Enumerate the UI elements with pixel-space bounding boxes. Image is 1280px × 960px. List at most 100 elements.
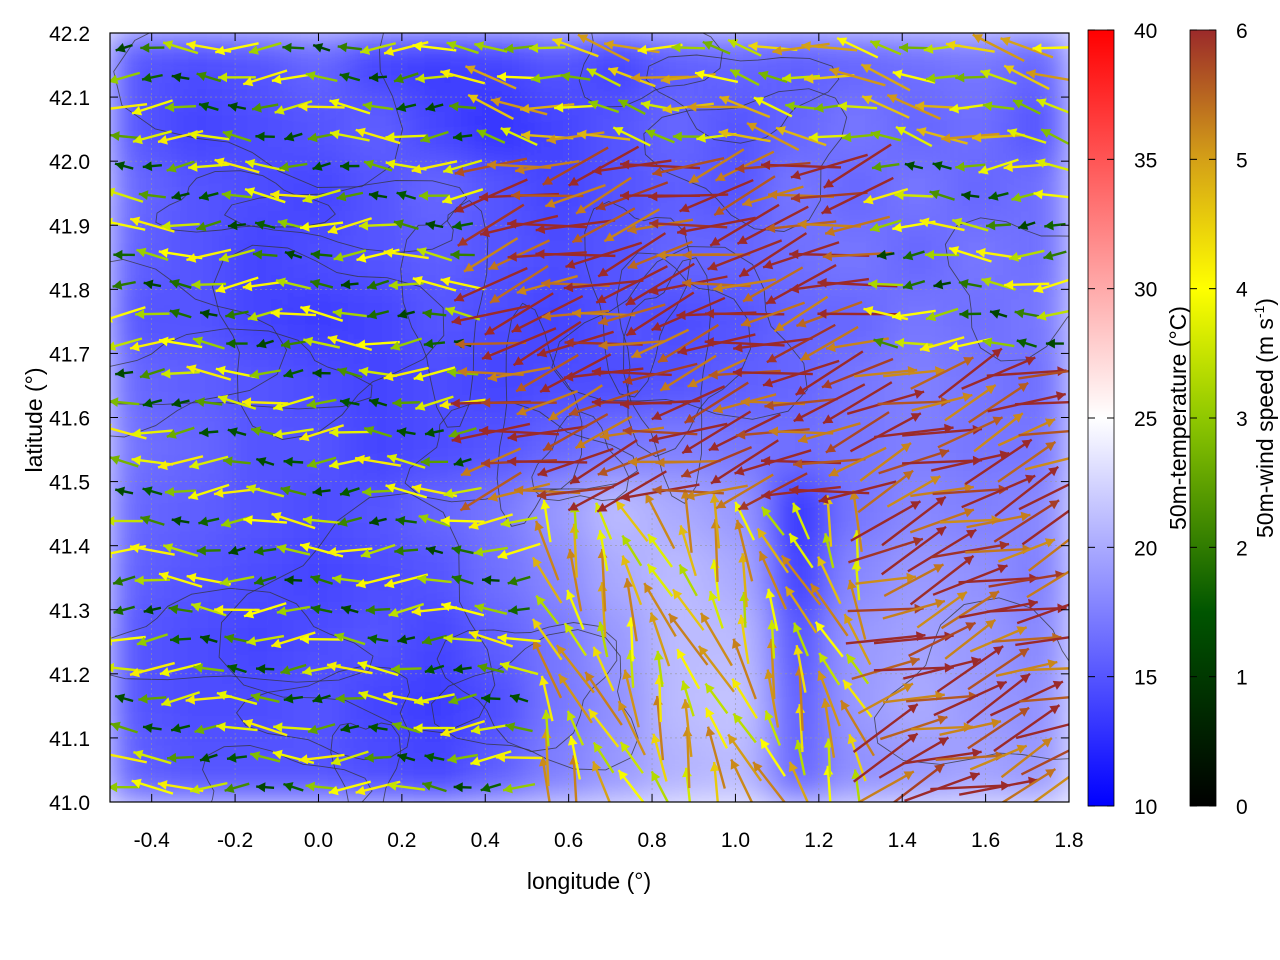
- wind-arrow: [310, 574, 333, 585]
- wind-arrow-head: [644, 583, 654, 594]
- wind-arrow-head: [1026, 69, 1036, 79]
- wind-arrow: [760, 506, 785, 536]
- wind-arrow-head: [981, 277, 992, 287]
- wind-arrow-head: [298, 101, 308, 112]
- wind-arrow-head: [719, 95, 730, 105]
- wind-arrow: [162, 40, 199, 55]
- wind-arrow-head: [608, 67, 619, 77]
- wind-arrow-head: [585, 671, 595, 683]
- wind-arrow-head: [933, 279, 944, 290]
- wind-arrow: [694, 69, 739, 84]
- wind-arrow: [710, 761, 720, 802]
- wind-arrow-head: [538, 756, 549, 767]
- wind-arrow-head: [273, 429, 283, 439]
- wind-arrow-head: [991, 718, 1001, 729]
- wind-arrow-head: [588, 709, 599, 720]
- wind-arrow: [850, 500, 922, 542]
- wind-arrow-head: [713, 283, 724, 293]
- wind-arrow-head: [214, 157, 225, 167]
- wind-arrow: [114, 161, 134, 171]
- wind-arrow: [479, 214, 559, 238]
- temperature-cell: [287, 543, 352, 612]
- wind-arrow: [363, 426, 393, 438]
- wind-arrow: [1018, 429, 1069, 437]
- wind-arrow: [924, 249, 960, 260]
- x-tick-label: 0.6: [554, 829, 583, 852]
- wind-arrow: [453, 664, 472, 674]
- wind-arrow: [916, 127, 968, 145]
- temperature-cell: [527, 351, 592, 420]
- wind-arrow-shaft: [1023, 667, 1069, 672]
- wind-arrow: [845, 653, 870, 685]
- wind-arrow-head: [618, 99, 629, 109]
- wind-arrow-head: [766, 353, 778, 363]
- wind-arrow: [989, 309, 1008, 319]
- wind-arrow-shaft: [595, 265, 668, 304]
- wind-arrow-shaft: [490, 98, 548, 116]
- wind-arrow-head: [216, 690, 227, 701]
- contour-line: [202, 745, 373, 802]
- wind-arrow: [366, 279, 390, 290]
- wind-arrow-head: [660, 381, 671, 391]
- contour-line: [113, 33, 404, 188]
- wind-arrow: [718, 128, 771, 143]
- wind-arrow-head: [228, 102, 238, 112]
- wind-arrow-shaft: [986, 369, 1067, 377]
- wind-arrow: [1026, 69, 1069, 82]
- wind-arrow: [110, 187, 144, 203]
- wind-arrow-head: [355, 785, 366, 796]
- wind-arrow-head: [482, 350, 493, 360]
- wind-arrow: [687, 102, 746, 112]
- wind-arrow: [199, 634, 218, 645]
- wind-arrow-shaft: [911, 725, 973, 731]
- wind-arrow-head: [680, 680, 691, 691]
- wind-arrow-head: [163, 40, 174, 50]
- wind-arrow-head: [115, 486, 125, 497]
- wind-arrow-head: [356, 339, 366, 350]
- wind-arrow-head: [516, 406, 527, 416]
- wind-arrow: [537, 447, 614, 477]
- wind-arrow-head: [736, 429, 746, 440]
- wind-arrow-head: [730, 759, 740, 770]
- wind-arrow-head: [221, 190, 232, 200]
- wind-arrow-head: [568, 176, 579, 186]
- wind-arrow: [196, 71, 222, 83]
- wind-arrow-shaft: [459, 471, 522, 512]
- wind-arrow: [110, 516, 143, 526]
- wind-arrow-head: [764, 710, 774, 721]
- contour-line: [584, 201, 691, 398]
- wind-arrow: [129, 661, 175, 678]
- wind-arrow-head: [507, 431, 518, 442]
- wind-arrow-shaft: [534, 520, 560, 581]
- wind-arrow-shaft: [941, 132, 1000, 141]
- wind-arrow-shaft: [817, 670, 841, 727]
- wind-arrow-head: [963, 357, 974, 366]
- wind-arrow: [115, 43, 133, 53]
- wind-arrow-head: [423, 338, 434, 349]
- wind-arrow: [681, 699, 693, 758]
- wind-arrow: [339, 487, 360, 497]
- wind-arrow-head: [681, 699, 691, 709]
- wind-arrow: [709, 203, 780, 247]
- wind-arrow-shaft: [902, 658, 982, 680]
- wind-arrow-head: [972, 34, 983, 44]
- wind-arrow: [298, 101, 345, 112]
- wind-arrow-head: [481, 693, 491, 704]
- wind-arrow-head: [1045, 441, 1056, 452]
- wind-arrow: [534, 520, 560, 581]
- wind-arrow: [681, 410, 752, 455]
- wind-arrow: [189, 455, 229, 470]
- wind-arrow: [857, 469, 914, 514]
- wind-arrow-shaft: [765, 264, 837, 305]
- wind-arrow-head: [473, 547, 484, 557]
- wind-arrow: [413, 366, 456, 382]
- wind-arrow-shaft: [571, 207, 636, 244]
- wind-arrow: [643, 582, 677, 638]
- wind-arrow: [764, 397, 838, 411]
- wind-arrow-head: [490, 97, 501, 107]
- wind-arrow: [969, 626, 1028, 653]
- wind-arrow: [971, 132, 1025, 143]
- wind-arrow-head: [280, 665, 291, 675]
- wind-arrow-head: [392, 721, 403, 731]
